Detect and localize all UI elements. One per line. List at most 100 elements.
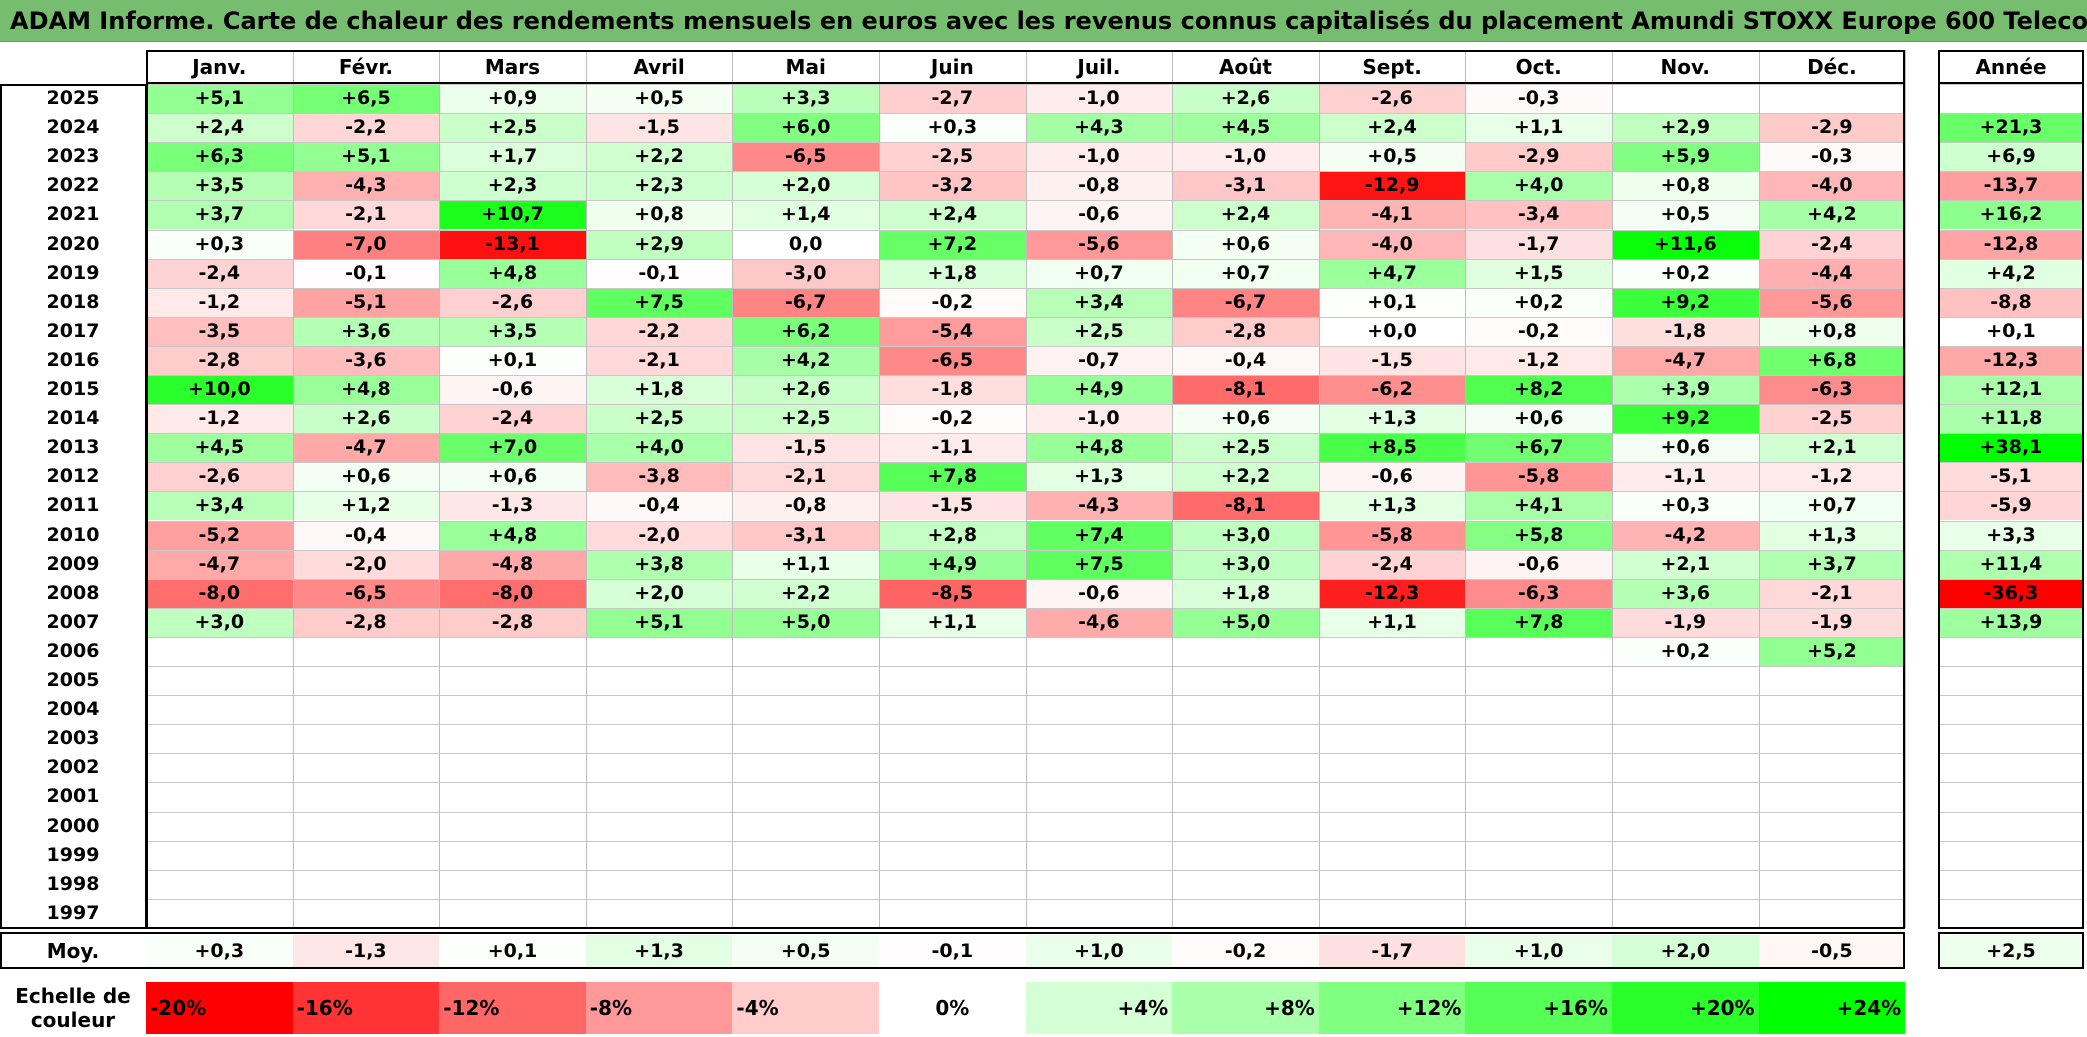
heatmap-cell xyxy=(879,869,1026,899)
heatmap-cell: +2,2 xyxy=(585,142,733,172)
heatmap-cell: +6,7 xyxy=(1465,433,1612,463)
heatmap-cell xyxy=(1318,695,1466,725)
annual-cell xyxy=(1938,753,2084,783)
heatmap-cell: +6,2 xyxy=(732,316,879,346)
average-annual-cell: +2,5 xyxy=(1938,935,2084,967)
heatmap-cell xyxy=(1465,636,1612,666)
heatmap-cell xyxy=(1318,782,1466,812)
heatmap-cell: -5,2 xyxy=(146,520,293,550)
grid-line xyxy=(1938,666,2084,667)
heatmap-cell xyxy=(1025,724,1173,754)
year-label: 1997 xyxy=(46,901,100,924)
heatmap-cell: -3,6 xyxy=(292,345,440,375)
heatmap-cell xyxy=(1025,666,1173,696)
heatmap-cell: -2,6 xyxy=(439,287,586,317)
grid-line xyxy=(1938,811,2084,813)
grid-line xyxy=(1938,927,2084,929)
heatmap-cell: -1,2 xyxy=(146,287,293,317)
heatmap-cell: -2,1 xyxy=(1758,578,1906,608)
heatmap-cell: +1,1 xyxy=(879,607,1026,637)
heatmap-cell: +2,0 xyxy=(585,578,733,608)
grid-line xyxy=(1172,50,1174,928)
heatmap-cell: -0,2 xyxy=(879,404,1026,434)
heatmap-cell: -0,6 xyxy=(1318,462,1466,492)
heatmap-cell: +8,2 xyxy=(1465,375,1612,405)
average-label: Moy. xyxy=(46,939,100,963)
grid-line xyxy=(732,50,734,928)
heatmap-cell xyxy=(439,753,586,783)
heatmap-cell: -5,4 xyxy=(879,316,1026,346)
heatmap-cell: -3,1 xyxy=(732,520,879,550)
heatmap-cell xyxy=(1318,724,1466,754)
heatmap-cell: -5,1 xyxy=(292,287,440,317)
heatmap-cell xyxy=(1318,666,1466,696)
month-header: Oct. xyxy=(1465,50,1612,84)
heatmap-cell xyxy=(732,724,879,754)
heatmap-cell: -1,5 xyxy=(879,491,1026,521)
heatmap-cell: +7,5 xyxy=(1025,549,1173,579)
heatmap-cell xyxy=(1758,869,1906,899)
heatmap-cell xyxy=(585,782,733,812)
heatmap-cell xyxy=(1758,840,1906,870)
heatmap-cell: +9,2 xyxy=(1612,287,1759,317)
heatmap-cell xyxy=(292,869,440,899)
heatmap-cell: +4,2 xyxy=(732,345,879,375)
year-label: 2006 xyxy=(46,639,100,662)
grid-line xyxy=(1938,578,2084,580)
heatmap-cell: -1,0 xyxy=(1025,84,1173,114)
heatmap-cell: +2,5 xyxy=(1172,433,1319,463)
grid-line xyxy=(1938,491,2084,493)
heatmap-cell: +2,6 xyxy=(1172,84,1319,114)
grid-line xyxy=(1938,375,2084,376)
heatmap-cell xyxy=(585,724,733,754)
heatmap-cell: -1,5 xyxy=(732,433,879,463)
heatmap-cell xyxy=(732,869,879,899)
heatmap-cell: -2,1 xyxy=(585,345,733,375)
heatmap-cell: -6,7 xyxy=(732,287,879,317)
heatmap-cell xyxy=(732,898,879,928)
grid-line xyxy=(1938,200,2084,202)
year-label: 2020 xyxy=(46,232,100,255)
heatmap-cell xyxy=(732,636,879,666)
heatmap-cell: +1,8 xyxy=(585,375,733,405)
heatmap-cell: +9,2 xyxy=(1612,404,1759,434)
annual-cell: +3,3 xyxy=(1938,520,2084,550)
heatmap-cell: -8,0 xyxy=(439,578,586,608)
heatmap-cell xyxy=(1172,753,1319,783)
heatmap-cell: -0,2 xyxy=(1465,316,1612,346)
heatmap-cell xyxy=(1318,840,1466,870)
heatmap-cell xyxy=(1758,753,1906,783)
heatmap-cell: -6,3 xyxy=(1465,578,1612,608)
heatmap-cell: +1,5 xyxy=(1465,258,1612,288)
heatmap-cell: -4,6 xyxy=(1025,607,1173,637)
grid-line xyxy=(1025,50,1027,928)
month-header: Sept. xyxy=(1318,50,1466,84)
heatmap-cell: +1,4 xyxy=(732,200,879,230)
heatmap-cell: +2,5 xyxy=(732,404,879,434)
annual-cell xyxy=(1938,869,2084,899)
annual-cell: +38,1 xyxy=(1938,433,2084,463)
grid-line xyxy=(1758,50,1760,928)
heatmap-cell: +3,7 xyxy=(1758,549,1906,579)
heatmap-cell xyxy=(1318,898,1466,928)
heatmap-cell: -0,8 xyxy=(732,491,879,521)
annual-cell xyxy=(1938,84,2084,114)
heatmap-cell: -6,5 xyxy=(732,142,879,172)
heatmap-cell: -0,6 xyxy=(439,375,586,405)
heatmap-cell xyxy=(1025,898,1173,928)
heatmap-cell: +5,0 xyxy=(732,607,879,637)
year-label: 1998 xyxy=(46,872,100,895)
heatmap-cell: -2,8 xyxy=(292,607,440,637)
annual-cell: +11,4 xyxy=(1938,549,2084,579)
heatmap-cell: +1,2 xyxy=(292,491,440,521)
heatmap-cell: -0,2 xyxy=(879,287,1026,317)
heatmap-cell: +3,0 xyxy=(146,607,293,637)
heatmap-cell: +0,7 xyxy=(1172,258,1319,288)
heatmap-cell: -1,0 xyxy=(1025,404,1173,434)
heatmap-cell: -5,6 xyxy=(1758,287,1906,317)
grid-line xyxy=(1938,404,2084,406)
grid-line xyxy=(439,50,441,928)
heatmap-cell: -2,4 xyxy=(1318,549,1466,579)
heatmap-cell: +2,4 xyxy=(146,113,293,143)
scale-swatch: -12% xyxy=(439,982,586,1034)
